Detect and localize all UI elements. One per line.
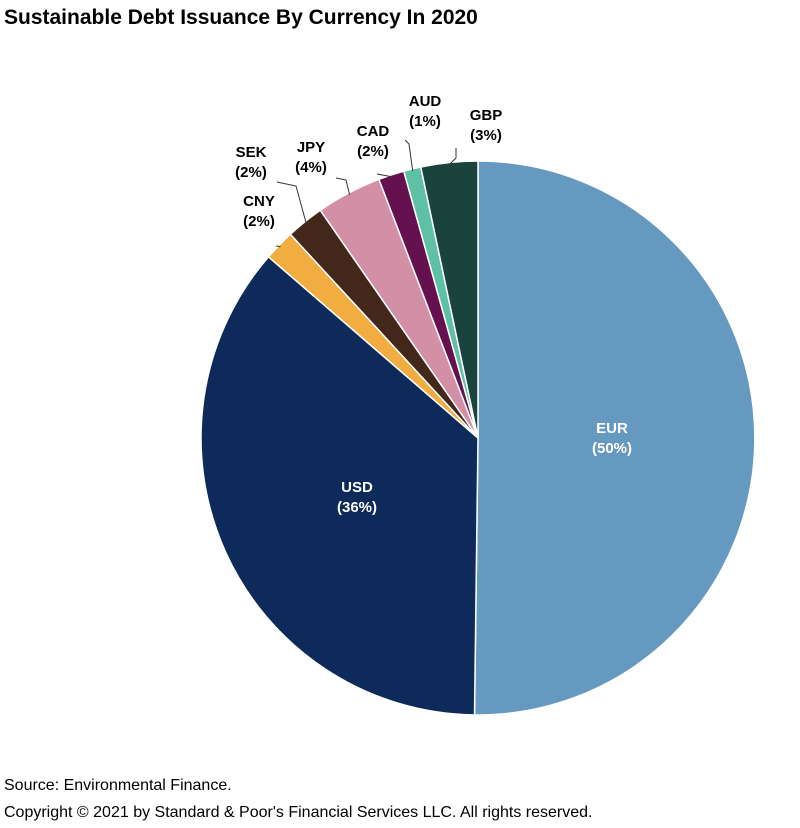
- copyright-note: Copyright © 2021 by Standard & Poor's Fi…: [4, 804, 593, 821]
- slice-value-cad: (2%): [357, 143, 389, 160]
- leader-line-gbp: [449, 148, 457, 165]
- slice-label-usd: USD (36%): [337, 479, 377, 516]
- slice-value-sek: (2%): [235, 164, 267, 181]
- slice-label-cad: CAD (2%): [357, 123, 390, 160]
- slice-name-cny: CNY: [243, 193, 275, 210]
- leader-line-aud: [404, 139, 414, 171]
- slice-label-jpy: JPY (4%): [295, 139, 327, 176]
- slice-value-gbp: (3%): [470, 127, 502, 144]
- slice-label-sek: SEK (2%): [235, 144, 267, 181]
- leader-line-jpy: [335, 177, 351, 195]
- slice-value-eur: (50%): [592, 440, 632, 457]
- slice-name-sek: SEK: [236, 144, 267, 161]
- pie-slice-eur: [473, 160, 756, 716]
- slice-name-gbp: GBP: [470, 107, 503, 124]
- slice-value-jpy: (4%): [295, 159, 327, 176]
- pie-slice-gbp: [419, 160, 479, 439]
- pie-slice-usd: [200, 255, 479, 716]
- leader-line-sek: [276, 181, 307, 224]
- slice-name-cad: CAD: [357, 123, 390, 140]
- pie-slices: [200, 160, 756, 716]
- slice-label-eur: EUR (50%): [592, 420, 632, 457]
- slice-label-cny: CNY (2%): [243, 193, 275, 230]
- slice-value-usd: (36%): [337, 499, 377, 516]
- source-note: Source: Environmental Finance.: [4, 777, 232, 794]
- leader-line-cad: [376, 173, 392, 178]
- slice-value-aud: (1%): [409, 113, 441, 130]
- slice-label-gbp: GBP (3%): [470, 107, 503, 144]
- slice-label-aud: AUD (1%): [409, 93, 442, 130]
- leader-lines: [275, 139, 457, 248]
- slice-labels: EUR (50%) USD (36%) CNY (2%) SEK (2%) JPY (4%) CAD…: [235, 93, 632, 516]
- slice-name-jpy: JPY: [297, 139, 325, 156]
- slice-name-aud: AUD: [409, 93, 442, 110]
- slice-name-usd: USD: [341, 479, 373, 496]
- chart-title: Sustainable Debt Issuance By Currency In…: [4, 6, 478, 29]
- slice-value-cny: (2%): [243, 213, 275, 230]
- slice-name-eur: EUR: [596, 420, 628, 437]
- leader-line-cny: [275, 245, 281, 248]
